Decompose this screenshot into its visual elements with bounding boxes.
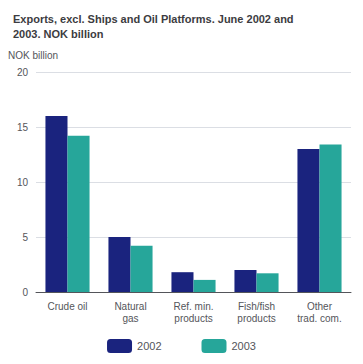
svg-text:trad. com.: trad. com. — [297, 313, 341, 324]
svg-text:NOK billion: NOK billion — [8, 50, 58, 61]
svg-text:products: products — [174, 313, 212, 324]
svg-text:2003: 2003 — [232, 340, 256, 352]
svg-text:Exports, excl. Ships and Oil P: Exports, excl. Ships and Oil Platforms. … — [13, 13, 294, 25]
svg-text:Natural: Natural — [114, 301, 146, 312]
svg-text:20: 20 — [17, 67, 29, 78]
svg-text:5: 5 — [22, 232, 28, 243]
svg-text:Other: Other — [307, 301, 333, 312]
svg-text:products: products — [237, 313, 275, 324]
svg-text:15: 15 — [17, 122, 29, 133]
svg-text:Ref. min.: Ref. min. — [173, 301, 213, 312]
svg-text:2003. NOK billion: 2003. NOK billion — [13, 28, 104, 40]
svg-text:2002: 2002 — [137, 340, 161, 352]
svg-text:Crude oil: Crude oil — [47, 301, 87, 312]
svg-text:gas: gas — [122, 313, 138, 324]
svg-text:Fish/fish: Fish/fish — [238, 301, 275, 312]
svg-text:0: 0 — [22, 287, 28, 298]
svg-text:10: 10 — [17, 177, 29, 188]
